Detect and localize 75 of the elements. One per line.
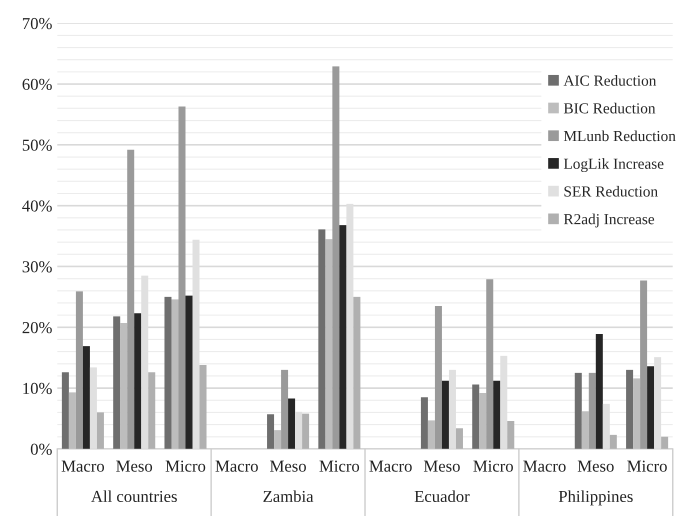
bar xyxy=(442,380,449,449)
x-tick-label: Meso xyxy=(578,460,614,472)
bar xyxy=(661,436,668,449)
bar xyxy=(647,366,654,449)
bar xyxy=(96,412,104,449)
x-tick-label: Macro xyxy=(523,460,566,472)
bar xyxy=(486,279,494,449)
y-tick-label: 20% xyxy=(22,322,52,334)
x-tick-label: Micro xyxy=(319,460,360,472)
bar xyxy=(596,334,603,449)
bar xyxy=(113,316,120,449)
text: All countries xyxy=(91,490,177,502)
legend-label: R2adj Increase xyxy=(564,214,654,228)
bar xyxy=(574,372,582,449)
legend-label: BIC Reduction xyxy=(564,102,656,114)
bar xyxy=(62,372,69,449)
bar xyxy=(164,296,172,449)
bar xyxy=(281,370,288,449)
bar xyxy=(171,299,178,449)
y-tick-label: 10% xyxy=(23,382,52,394)
text: Zambia xyxy=(263,490,314,502)
bar xyxy=(267,414,274,449)
x-tick-label: Meso xyxy=(116,460,152,472)
x-tick-label: Micro xyxy=(166,460,206,472)
bar xyxy=(428,420,435,449)
bar xyxy=(633,378,640,449)
bar xyxy=(134,313,142,449)
legend-label: MLunb Reduction xyxy=(564,130,676,142)
x-tick-label: Macro xyxy=(62,460,104,472)
legend-label: SER Reduction xyxy=(564,186,658,197)
y-tick-label: 40% xyxy=(22,200,52,212)
bar xyxy=(339,225,346,449)
bar xyxy=(325,239,332,449)
x-tick-label: Meso xyxy=(270,460,306,472)
bar xyxy=(200,364,207,449)
y-tick-label: 50% xyxy=(22,140,52,151)
y-tick-label: 60% xyxy=(22,78,52,90)
x-tick-label: Macro xyxy=(369,460,412,472)
x-tick-label: Micro xyxy=(473,460,513,472)
bar xyxy=(434,306,442,449)
x-tick-label: Macro xyxy=(216,460,258,472)
bar xyxy=(507,420,514,449)
bar xyxy=(127,150,134,449)
bar xyxy=(185,296,193,449)
bar xyxy=(178,106,186,449)
text: Philippines xyxy=(558,490,633,506)
bar xyxy=(68,392,76,449)
bar xyxy=(472,384,480,449)
bar xyxy=(353,296,360,449)
bar xyxy=(479,392,486,449)
bar xyxy=(274,430,282,449)
bar xyxy=(318,229,326,449)
bar xyxy=(588,372,596,449)
bar xyxy=(610,434,617,449)
bar xyxy=(420,397,428,449)
text: Ecuador xyxy=(414,490,470,502)
bar xyxy=(302,414,310,449)
y-tick-label: 0% xyxy=(30,444,52,455)
bar xyxy=(82,346,90,449)
bar xyxy=(626,370,634,449)
x-tick-label: Micro xyxy=(627,460,667,472)
y-tick-label: 30% xyxy=(22,261,52,272)
bar xyxy=(456,428,463,449)
bar xyxy=(148,372,156,449)
bar xyxy=(120,323,128,449)
legend-label: AIC Reduction xyxy=(564,75,656,86)
bar xyxy=(640,280,648,449)
bar xyxy=(332,66,340,449)
legend-label: LogLik Increase xyxy=(564,158,664,172)
x-tick-label: Meso xyxy=(424,460,460,472)
bar xyxy=(582,411,589,449)
bar xyxy=(76,291,83,449)
bar xyxy=(493,380,500,449)
y-tick-label: 70% xyxy=(22,18,52,30)
bar xyxy=(288,398,296,449)
